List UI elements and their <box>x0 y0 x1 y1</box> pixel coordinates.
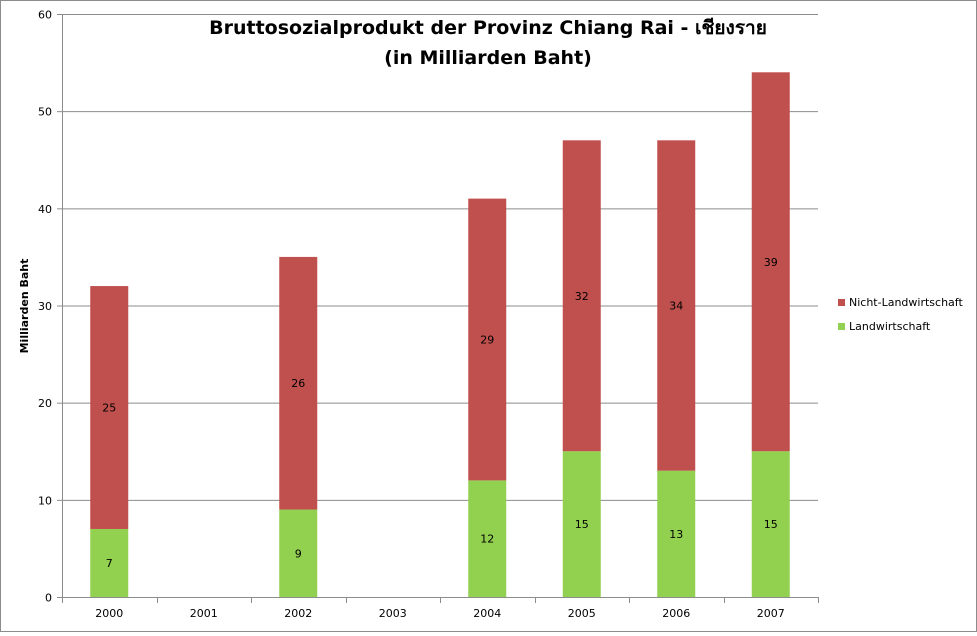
x-tick-label: 2006 <box>662 607 690 620</box>
bars <box>90 72 790 597</box>
chart-title: Bruttosozialprodukt der Provinz Chiang R… <box>209 17 767 39</box>
y-tick-label: 40 <box>38 203 52 216</box>
data-label: 34 <box>669 300 683 313</box>
y-tick-label: 50 <box>38 106 52 119</box>
data-label: 39 <box>764 256 778 269</box>
legend-swatch <box>838 323 845 330</box>
legend: Nicht-Landwirtschaft Landwirtschaft <box>838 296 963 333</box>
data-label: 15 <box>575 518 589 531</box>
bar-segment <box>751 451 790 597</box>
legend-label: Landwirtschaft <box>849 320 931 333</box>
x-tick-label: 2005 <box>568 607 596 620</box>
data-label: 25 <box>102 402 116 415</box>
data-label: 15 <box>764 518 778 531</box>
x-tick-label: 2001 <box>190 607 218 620</box>
x-tick-label: 2004 <box>473 607 501 620</box>
legend-label: Nicht-Landwirtschaft <box>849 296 963 309</box>
chart-subtitle: (in Milliarden Baht) <box>384 47 592 69</box>
data-labels: 7 25 9 26 12 29 15 32 13 34 15 39 <box>102 256 778 570</box>
axes: 0 10 20 30 40 50 60 2000 2001 2002 2003 2004 2005 200… <box>38 9 819 620</box>
y-tick-label: 0 <box>45 592 52 605</box>
data-label: 7 <box>106 557 113 570</box>
bar-segment <box>90 286 129 529</box>
data-label: 13 <box>669 528 683 541</box>
bar-segment <box>657 140 696 471</box>
x-tick-label: 2002 <box>284 607 312 620</box>
data-label: 12 <box>480 533 494 546</box>
y-tick-label: 30 <box>38 300 52 313</box>
data-label: 29 <box>480 334 494 347</box>
bar-segment <box>279 509 318 597</box>
bar-segment <box>751 72 790 452</box>
bar-segment <box>657 470 696 597</box>
data-label: 32 <box>575 290 589 303</box>
x-tick-label: 2007 <box>757 607 785 620</box>
data-label: 26 <box>291 377 305 390</box>
bar-segment <box>468 480 507 597</box>
y-tick-label: 10 <box>38 494 52 507</box>
legend-swatch <box>838 299 845 306</box>
x-tick-label: 2000 <box>95 607 123 620</box>
bar-segment <box>562 140 601 452</box>
y-tick-label: 20 <box>38 397 52 410</box>
y-tick-label: 60 <box>38 9 52 22</box>
bar-segment <box>90 528 129 597</box>
data-label: 9 <box>295 547 302 560</box>
bar-segment <box>468 198 507 481</box>
bar-segment <box>562 451 601 597</box>
y-axis-label: Milliarden Baht <box>18 259 31 354</box>
bar-segment <box>279 256 318 510</box>
x-tick-label: 2003 <box>379 607 407 620</box>
